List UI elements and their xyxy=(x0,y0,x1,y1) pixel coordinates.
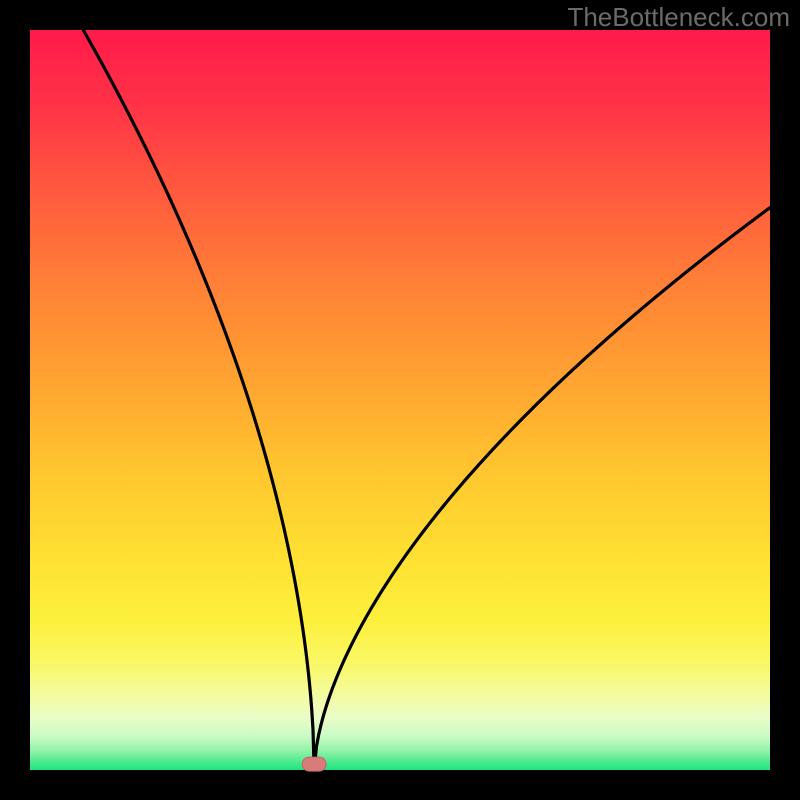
vertex-marker xyxy=(302,757,326,771)
watermark-text: TheBottleneck.com xyxy=(567,2,790,33)
bottleneck-chart xyxy=(0,0,800,800)
